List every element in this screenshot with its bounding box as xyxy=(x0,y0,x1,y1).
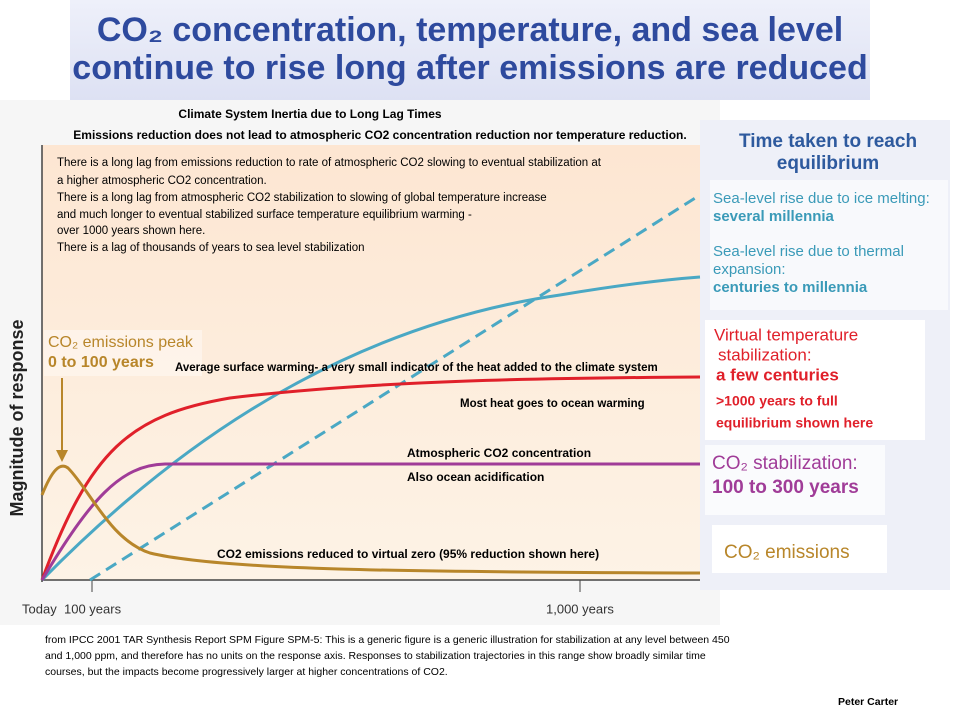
x-label: 100 years xyxy=(64,601,122,616)
panel-heading: equilibrium xyxy=(777,153,879,174)
curve-label: Also ocean acidification xyxy=(407,470,544,484)
title-line: CO₂ concentration, temperature, and sea … xyxy=(97,11,843,49)
source-line: and 1,000 ppm, and therefore has no unit… xyxy=(45,650,706,662)
panel-text: stabilization: xyxy=(718,345,812,364)
x-label: Today xyxy=(22,601,57,616)
peak-label: CO₂ emissions peak xyxy=(48,334,194,351)
curve-label: Most heat goes to ocean warming xyxy=(460,398,645,410)
panel-text: 100 to 300 years xyxy=(712,477,859,498)
title-band xyxy=(70,0,870,100)
title-line: continue to rise long after emissions ar… xyxy=(72,49,867,87)
panel-text: several millennia xyxy=(713,208,835,225)
panel-text: >1000 years to full xyxy=(716,393,838,409)
note: There is a long lag from emissions reduc… xyxy=(57,157,602,169)
x-label: 1,000 years xyxy=(546,601,614,616)
panel-text: expansion: xyxy=(713,261,786,278)
panel-box xyxy=(705,320,925,440)
panel-box xyxy=(705,445,885,515)
panel-box xyxy=(710,180,948,310)
panel-text: centuries to millennia xyxy=(713,279,868,296)
note: a higher atmospheric CO2 concentration. xyxy=(57,175,267,187)
note: over 1000 years shown here. xyxy=(57,225,205,237)
panel-text: CO₂ emissions xyxy=(724,542,850,563)
source-line: courses, but the impacts become progress… xyxy=(45,666,448,678)
note: There is a long lag from atmospheric CO2… xyxy=(57,192,547,204)
panel-text: equilibrium shown here xyxy=(716,415,873,431)
peak-label: 0 to 100 years xyxy=(48,354,154,371)
panel-text: a few centuries xyxy=(716,365,839,384)
thermal-curve xyxy=(40,275,701,582)
curve-label: CO2 emissions reduced to virtual zero (9… xyxy=(217,547,599,561)
co2-concentration-curve xyxy=(40,462,700,581)
source-line: from IPCC 2001 TAR Synthesis Report SPM … xyxy=(45,634,730,646)
peak-box xyxy=(44,330,202,376)
curve-label: Average surface warming- a very small in… xyxy=(175,362,658,374)
panel-text: CO₂ stabilization: xyxy=(712,453,858,474)
plot-area xyxy=(42,145,700,580)
panel-text: Sea-level rise due to thermal xyxy=(713,243,904,260)
ice-melt-curve xyxy=(89,193,701,582)
panel-text: Sea-level rise due to ice melting: xyxy=(713,190,930,207)
chart-heading: Climate System Inertia due to Long Lag T… xyxy=(178,107,441,121)
axis-label: Magnitude of response xyxy=(7,319,27,516)
note: and much longer to eventual stabilized s… xyxy=(57,209,472,221)
panel-text: Virtual temperature xyxy=(714,325,858,344)
temperature-curve xyxy=(40,375,701,581)
chart-subheading: Emissions reduction does not lead to atm… xyxy=(73,128,686,142)
co2-emissions-curve xyxy=(40,464,701,575)
author: Peter Carter xyxy=(838,696,898,708)
panel-heading: Time taken to reach xyxy=(739,131,917,152)
curve-label: Atmospheric CO2 concentration xyxy=(407,446,591,460)
peak-arrowhead xyxy=(56,450,68,462)
note: There is a lag of thousands of years to … xyxy=(57,242,364,254)
panel-box xyxy=(712,525,887,573)
